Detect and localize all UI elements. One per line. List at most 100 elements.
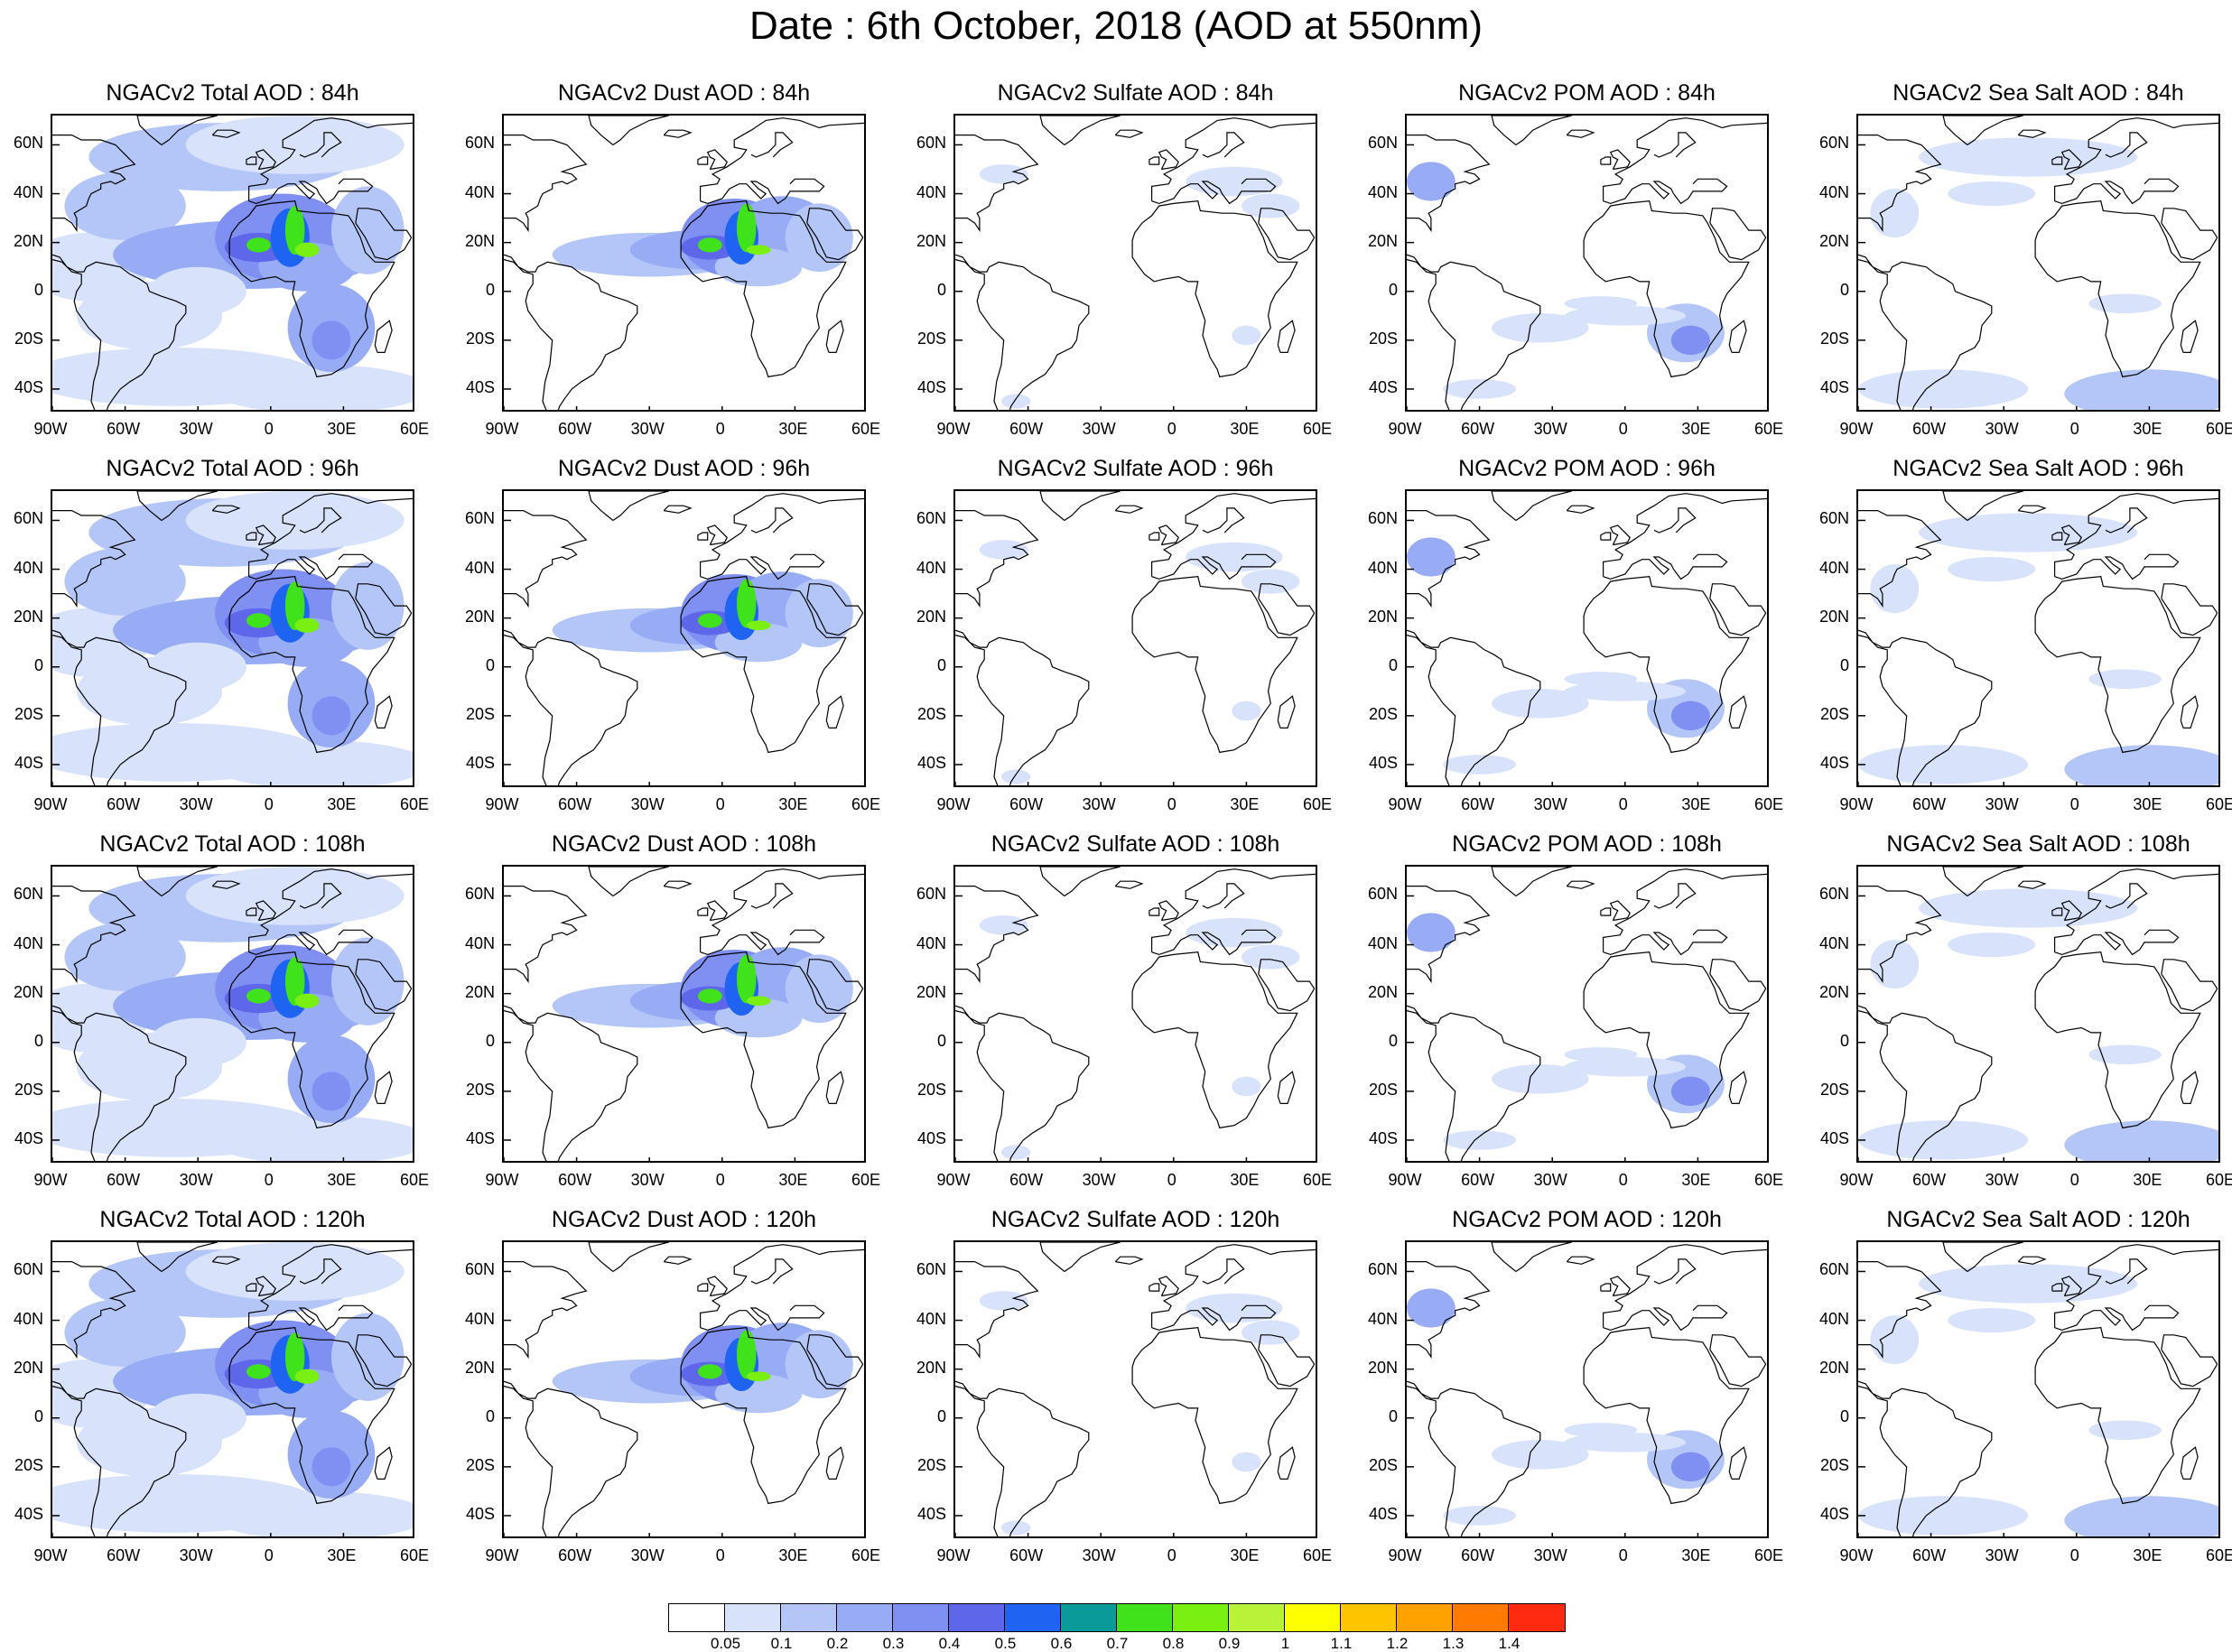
coastline <box>504 135 588 233</box>
coastline <box>2051 1283 2063 1292</box>
colorbar-swatch <box>1453 1604 1509 1631</box>
aod-contour <box>1919 1264 2137 1304</box>
aod-contour <box>1858 1496 2029 1536</box>
lat-tick-label: 40S <box>465 377 495 396</box>
lat-tick-label: 40S <box>465 753 495 772</box>
coastline <box>2161 583 2218 636</box>
colorbar-label: 0.2 <box>826 1635 849 1652</box>
map-panel: NGACv2 POM AOD : 120h 60N 40N 20N 0 20S 40S 90W… <box>1354 1202 1806 1573</box>
aod-contour <box>312 320 351 360</box>
lon-tick-label: 60W <box>1461 420 1495 438</box>
lon-tick-label: 60E <box>1753 420 1784 438</box>
coastline <box>1566 129 1595 138</box>
coastline <box>1158 900 1179 922</box>
lon-tick-label: 60E <box>1302 1546 1333 1564</box>
aod-contour <box>284 206 305 255</box>
colorbar-swatch <box>1229 1604 1285 1631</box>
lon-tick-label: 30E <box>1230 795 1260 813</box>
coastline <box>52 254 187 410</box>
lon-tick-label: 60E <box>1302 420 1333 438</box>
lon-tick-label: 30E <box>2133 420 2162 438</box>
lat-tick-label: 20N <box>13 231 43 250</box>
lat-tick-label: 20S <box>916 329 946 348</box>
lat-tick-label: 40N <box>916 933 946 952</box>
coastline <box>1158 524 1179 546</box>
lat-tick-label: 20N <box>464 1358 495 1377</box>
page-title: Date : 6th October, 2018 (AOD at 550nm) <box>749 4 1483 48</box>
coastline <box>1114 880 1144 889</box>
aod-contour <box>1242 569 1300 594</box>
coastline <box>663 880 693 889</box>
lat-tick-label: 20S <box>1368 1080 1398 1099</box>
aod-contour <box>294 242 320 257</box>
aod-contour <box>1564 672 1638 687</box>
lat-tick-label: 40S <box>465 1128 495 1147</box>
aod-map <box>1856 489 2220 787</box>
aod-contour <box>697 1364 722 1379</box>
lat-tick-label: 60N <box>1818 885 1849 904</box>
lon-tick-label: 0 <box>1167 1546 1176 1564</box>
coastline <box>1277 320 1296 353</box>
lat-tick-label: 60N <box>13 134 43 153</box>
lon-tick-label: 90W <box>936 1546 971 1564</box>
lat-tick-label: 40N <box>13 933 43 952</box>
map-canvas <box>955 1242 1316 1536</box>
aod-contour <box>736 579 757 628</box>
coastline <box>1609 900 1631 922</box>
colorbar-label: 0.5 <box>994 1635 1017 1652</box>
coastline <box>1491 116 1572 145</box>
aod-contour <box>1001 394 1031 409</box>
map-panel: NGACv2 Sea Salt AOD : 96h 60N 40N 20N 0 20S 40… <box>1806 451 2232 821</box>
coastline <box>706 149 728 171</box>
lon-tick-label: 90W <box>485 1546 519 1564</box>
aod-contour <box>1948 1308 2036 1333</box>
panel-title: NGACv2 Dust AOD : 96h <box>557 456 811 481</box>
coastline <box>1202 1258 1245 1285</box>
lat-tick-label: 40N <box>13 558 43 577</box>
lat-tick-label: 60N <box>1818 1260 1849 1279</box>
lon-tick-label: 0 <box>715 1546 725 1564</box>
coastline <box>136 1242 218 1272</box>
aod-contour <box>1407 1288 1455 1328</box>
lat-tick-label: 40N <box>1367 933 1398 952</box>
coastline <box>211 880 241 889</box>
panel-title: NGACv2 Total AOD : 96h <box>106 456 359 481</box>
lat-tick-label: 60N <box>916 134 946 153</box>
lat-tick-label: 60N <box>916 509 946 528</box>
coastline <box>1728 1446 1747 1480</box>
lon-tick-label: 30W <box>1533 1546 1567 1564</box>
aod-contour <box>1232 325 1261 346</box>
panel-title: NGACv2 POM AOD : 108h <box>1452 831 1722 857</box>
lon-tick-label: 30E <box>327 420 357 438</box>
aod-contour <box>330 561 405 650</box>
coastline <box>504 510 588 608</box>
lat-tick-label: 40S <box>1819 1504 1849 1523</box>
colorbar-label: 1 <box>1280 1635 1290 1652</box>
lon-tick-label: 90W <box>1388 420 1422 438</box>
lat-tick-label: 20N <box>13 1358 43 1377</box>
lon-tick-label: 30W <box>1985 1546 2019 1564</box>
lat-tick-label: 40N <box>464 558 495 577</box>
aod-map <box>1405 114 1769 412</box>
coastline <box>1942 1242 2023 1272</box>
lon-tick-label: 60E <box>2205 795 2232 813</box>
aod-contour <box>209 364 413 410</box>
coastline <box>1942 867 2023 896</box>
aod-map <box>1856 865 2220 1163</box>
lat-tick-label: 20N <box>1367 982 1398 1001</box>
lat-tick-label: 60N <box>1367 134 1398 153</box>
lat-tick-label: 20S <box>465 704 495 723</box>
coastline <box>825 695 844 729</box>
coastline <box>1202 132 1245 158</box>
map-canvas <box>1407 1242 1767 1536</box>
aod-contour <box>2088 1044 2162 1065</box>
lon-tick-label: 30E <box>1230 1171 1260 1189</box>
coastline <box>299 132 342 158</box>
lon-tick-label: 60E <box>399 1171 430 1189</box>
aod-contour <box>1870 189 1920 238</box>
lat-tick-label: 40S <box>1819 1128 1849 1147</box>
aod-map <box>953 489 1317 787</box>
colorbar-label: 0.6 <box>1050 1635 1073 1652</box>
map-canvas <box>1407 867 1767 1161</box>
coastline <box>1131 200 1298 378</box>
